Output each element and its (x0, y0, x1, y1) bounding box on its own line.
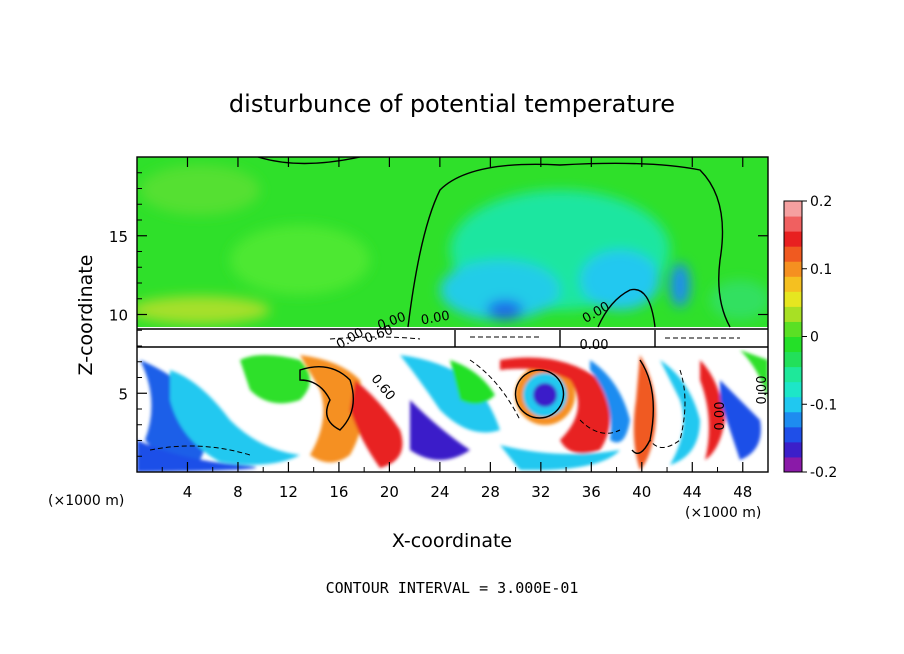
colorbar-swatch (784, 216, 802, 232)
x-tick-label: 44 (683, 483, 702, 501)
chart-title: disturbunce of potential temperature (229, 90, 675, 118)
x-axis-label: X-coordinate (392, 530, 512, 552)
y-tick-label: 15 (109, 228, 128, 246)
y-axis: 5 10 15 (109, 172, 768, 457)
colorbar-tick-label: 0 (810, 330, 819, 346)
x-tick-label: 36 (582, 483, 601, 501)
colorbar-swatch (784, 336, 802, 353)
x-tick-label: 4 (183, 483, 193, 501)
colorbar-swatch (784, 426, 802, 443)
x-tick-label: 40 (632, 483, 651, 501)
x-tick-label: 20 (380, 483, 399, 501)
x-axis: 4 8 12 16 20 24 28 32 36 40 44 48 (161, 157, 752, 501)
contour-label: 0.00 (755, 376, 770, 405)
y-tick-label: 10 (109, 307, 128, 325)
colorbar-swatch (784, 201, 802, 217)
colorbar-swatch (784, 396, 802, 413)
colorbar-swatch (784, 351, 802, 368)
x-tick-label: 16 (329, 483, 348, 501)
y-axis-label: Z-coordinate (75, 255, 97, 376)
contour-label: 0.00 (713, 402, 728, 431)
heatmap-field (137, 157, 768, 472)
colorbar-swatch (784, 291, 802, 307)
colorbar-swatch (784, 231, 802, 247)
colorbar-swatch (784, 321, 802, 337)
x-unit-right: (×1000 m) (685, 505, 761, 521)
colorbar-swatch (784, 306, 802, 322)
x-tick-label: 8 (233, 483, 243, 501)
colorbar-tick-label: -0.1 (810, 397, 837, 413)
colorbar-swatch (784, 366, 802, 383)
colorbar-tick-label: 0.2 (810, 194, 832, 210)
y-tick-label: 5 (118, 385, 128, 403)
colorbar-swatch (784, 276, 802, 292)
contour-interval-note: CONTOUR INTERVAL = 3.000E-01 (326, 579, 579, 597)
colorbar-swatch (784, 261, 802, 277)
colorbar: 0.2 0.1 0 -0.1 -0.2 (783, 194, 837, 481)
x-tick-label: 12 (279, 483, 298, 501)
contour-label: 0.00 (420, 309, 451, 329)
x-tick-label: 24 (430, 483, 449, 501)
colorbar-tick-label: 0.1 (810, 262, 832, 278)
x-tick-label: 48 (733, 483, 752, 501)
contour-label: 0.00 (580, 338, 609, 353)
colorbar-swatch (784, 441, 802, 458)
colorbar-tick-label: -0.2 (810, 465, 837, 481)
x-tick-label: 32 (531, 483, 550, 501)
x-tick-label: 28 (481, 483, 500, 501)
colorbar-swatch (784, 381, 802, 398)
colorbar-swatch (784, 246, 802, 262)
colorbar-swatch (784, 456, 802, 473)
colorbar-swatch (784, 411, 802, 428)
x-unit-left: (×1000 m) (48, 493, 124, 509)
